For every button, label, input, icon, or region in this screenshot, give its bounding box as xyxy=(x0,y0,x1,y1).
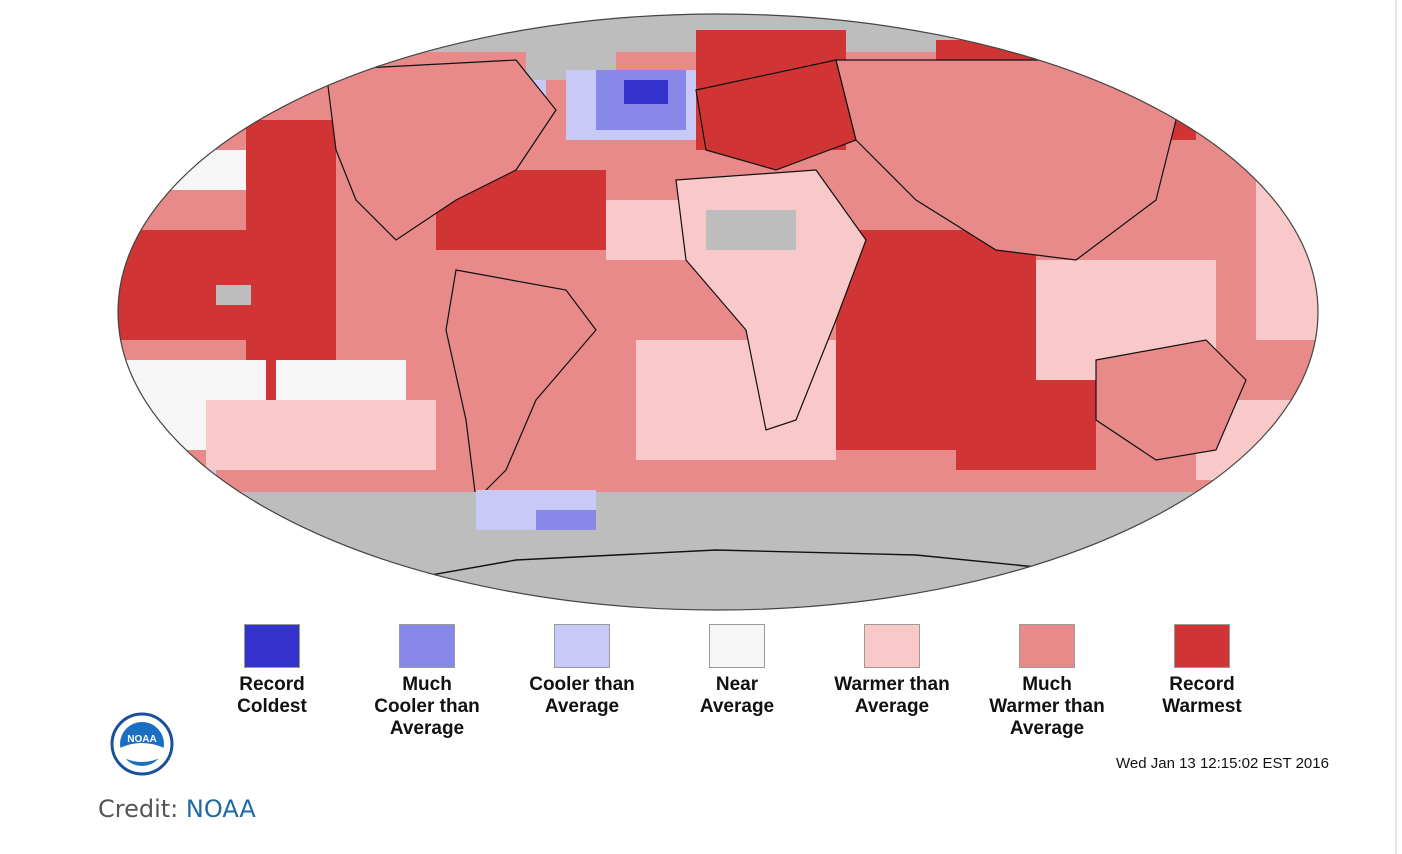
credit-line: Credit: NOAA xyxy=(98,795,256,823)
legend-swatch xyxy=(399,624,455,668)
world-map xyxy=(117,13,1319,611)
credit-link[interactable]: NOAA xyxy=(185,795,256,823)
legend-label: Much Cooler than Average xyxy=(374,674,480,739)
legend-label: Near Average xyxy=(699,674,775,717)
legend-swatch xyxy=(244,624,300,668)
legend-item: Much Warmer than Average xyxy=(977,624,1117,740)
legend-item: Warmer than Average xyxy=(822,624,962,718)
legend-item: Much Cooler than Average xyxy=(357,624,497,740)
legend-swatch xyxy=(554,624,610,668)
antarctic-no-data xyxy=(118,492,1318,610)
legend-swatch xyxy=(864,624,920,668)
legend-item: Record Warmest xyxy=(1132,624,1272,718)
legend-label: Warmer than Average xyxy=(834,674,950,717)
europe xyxy=(695,59,857,171)
temperature-anomaly-figure: Record Coldest Much Cooler than Average Co… xyxy=(96,0,1340,778)
legend-label: Cooler than Average xyxy=(529,674,635,717)
cold-blob-core xyxy=(624,80,668,104)
legend-label: Record Coldest xyxy=(237,674,307,717)
legend-item: Cooler than Average xyxy=(512,624,652,718)
legend-label: Record Warmest xyxy=(1162,674,1242,717)
right-rule xyxy=(1395,0,1397,854)
noaa-logo: NOAA xyxy=(110,712,174,776)
australia xyxy=(1095,339,1247,461)
legend-item: Near Average xyxy=(667,624,807,718)
legend-item: Record Coldest xyxy=(202,624,342,718)
svg-text:NOAA: NOAA xyxy=(127,734,156,745)
legend-swatch xyxy=(1019,624,1075,668)
timestamp: Wed Jan 13 12:15:02 EST 2016 xyxy=(1116,755,1329,772)
south-america xyxy=(445,269,597,502)
credit-prefix: Credit: xyxy=(98,795,186,823)
legend-swatch xyxy=(709,624,765,668)
legend-label: Much Warmer than Average xyxy=(989,674,1105,739)
north-america xyxy=(325,59,557,241)
greenland-no-data xyxy=(526,14,616,80)
legend-swatch xyxy=(1174,624,1230,668)
